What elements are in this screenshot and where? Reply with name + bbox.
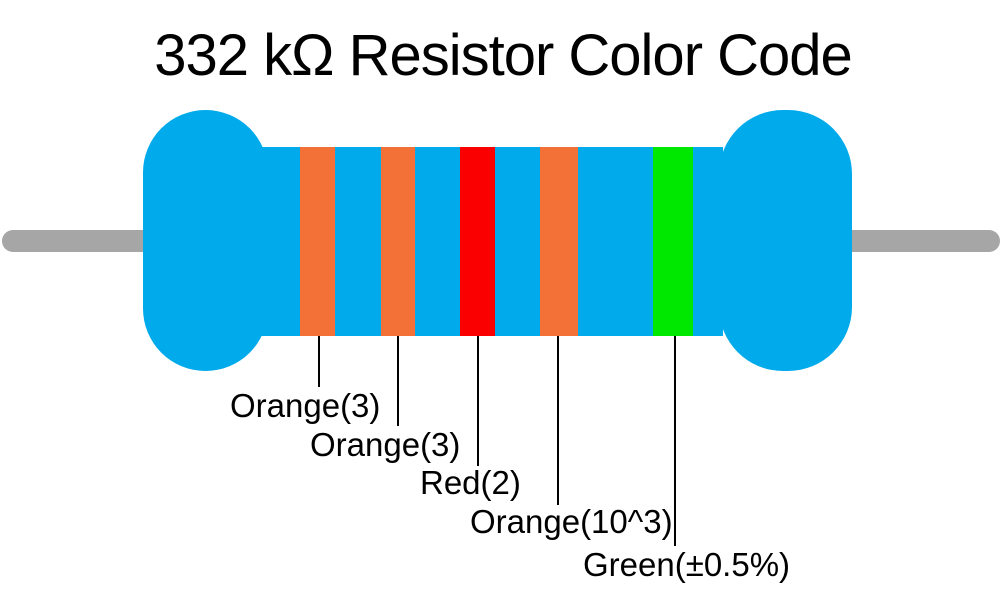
color-band-2-orange — [381, 147, 415, 336]
resistor-lead-right — [848, 230, 1000, 252]
resistor-lead-left — [2, 230, 148, 252]
page-title: 332 kΩ Resistor Color Code — [154, 23, 853, 88]
band-label-4: Orange(10^3) — [470, 503, 673, 540]
color-band-5-green — [653, 147, 693, 336]
color-band-1-orange — [300, 147, 335, 336]
color-band-4-orange — [540, 147, 578, 336]
color-band-3-red — [460, 147, 495, 336]
band-label-1: Orange(3) — [230, 387, 381, 424]
leader-line-band-4 — [557, 336, 559, 505]
leader-line-band-5 — [674, 336, 676, 546]
resistor-end-cap-right — [719, 110, 852, 371]
band-label-3: Red(2) — [420, 464, 521, 501]
leader-line-band-3 — [477, 336, 479, 466]
band-label-2: Orange(3) — [310, 426, 461, 463]
resistor-end-cap-left — [143, 110, 268, 371]
leader-line-band-1 — [318, 336, 320, 387]
band-label-5: Green(±0.5%) — [583, 546, 791, 583]
leader-line-band-2 — [397, 336, 399, 426]
